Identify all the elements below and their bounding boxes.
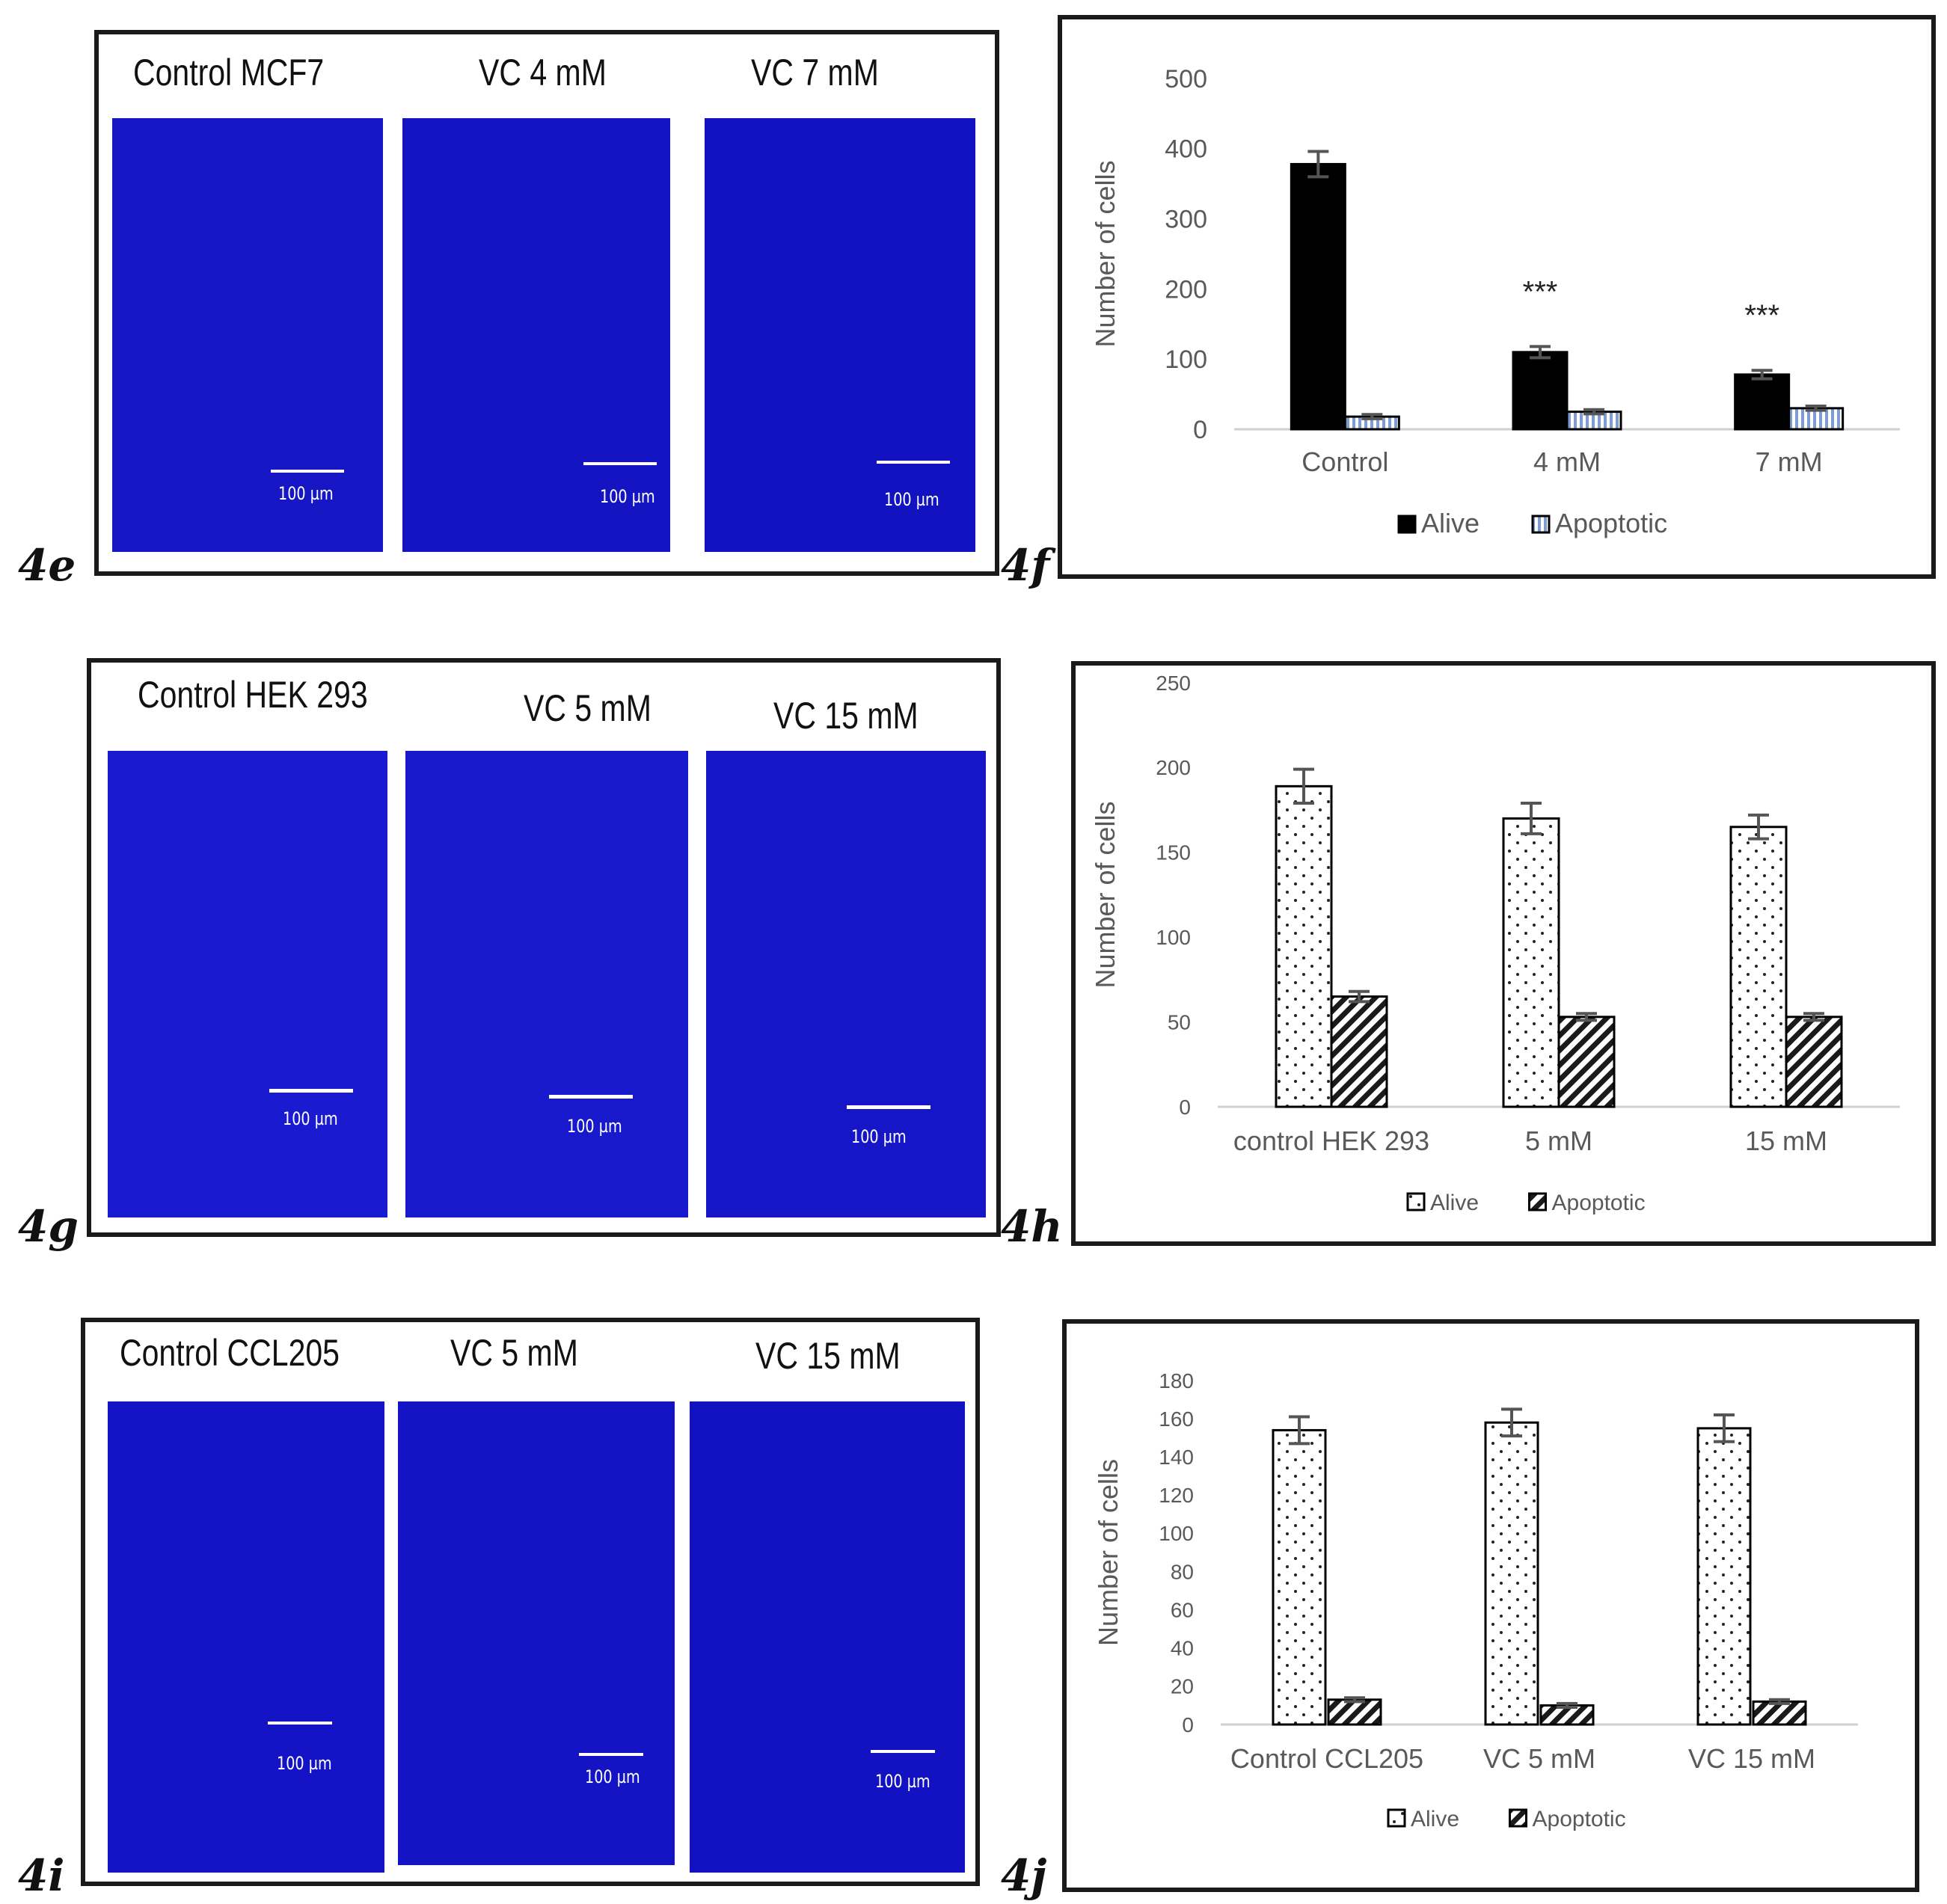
scale-bar bbox=[583, 462, 657, 465]
scale-bar bbox=[271, 470, 344, 473]
scale-bar bbox=[579, 1753, 643, 1756]
panel-label: 4i bbox=[18, 1850, 65, 1901]
micrograph-title: Control HEK 293 bbox=[138, 674, 368, 716]
scale-bar-label: 100 µm bbox=[567, 1116, 622, 1137]
micrograph-title: VC 15 mM bbox=[755, 1335, 901, 1377]
micrograph-panel-4i: Control CCL205 VC 5 mM VC 15 mM 100 µm 1… bbox=[81, 1318, 980, 1886]
micrograph-panel-4e: Control MCF7 VC 4 mM VC 7 mM 100 µm 100 … bbox=[94, 30, 999, 576]
scale-bar-label: 100 µm bbox=[875, 1771, 930, 1792]
scale-bar-label: 100 µm bbox=[278, 483, 334, 504]
micrograph-image bbox=[706, 751, 986, 1217]
scale-bar bbox=[877, 461, 950, 464]
panel-label: 4h bbox=[1001, 1201, 1063, 1252]
scale-bar bbox=[847, 1105, 930, 1109]
micrograph-image bbox=[112, 118, 383, 552]
scale-bar-label: 100 µm bbox=[283, 1108, 338, 1129]
scale-bar bbox=[269, 1089, 353, 1093]
panel-label: 4f bbox=[1001, 540, 1050, 591]
micrograph-image bbox=[405, 751, 688, 1217]
scale-bar bbox=[268, 1722, 332, 1725]
scale-bar bbox=[549, 1095, 633, 1099]
micrograph-title: Control MCF7 bbox=[133, 52, 325, 93]
micrograph-title: VC 15 mM bbox=[773, 695, 919, 737]
scale-bar-label: 100 µm bbox=[585, 1766, 640, 1787]
micrograph-image bbox=[705, 118, 975, 552]
scale-bar bbox=[871, 1750, 935, 1753]
micrograph-title: VC 5 mM bbox=[450, 1332, 578, 1374]
micrograph-title: Control CCL205 bbox=[120, 1332, 340, 1374]
scale-bar-label: 100 µm bbox=[277, 1753, 332, 1774]
scale-bar-label: 100 µm bbox=[884, 489, 939, 510]
micrograph-image bbox=[398, 1401, 675, 1865]
micrograph-image bbox=[402, 118, 670, 552]
micrograph-title: VC 7 mM bbox=[751, 52, 879, 93]
scale-bar-label: 100 µm bbox=[851, 1126, 907, 1147]
panel-label: 4e bbox=[18, 540, 76, 591]
micrograph-image bbox=[108, 1401, 384, 1873]
panel-label: 4j bbox=[1001, 1850, 1047, 1901]
micrograph-image bbox=[108, 751, 387, 1217]
chart-panel-4f bbox=[1058, 15, 1936, 579]
scale-bar-label: 100 µm bbox=[600, 486, 655, 507]
micrograph-panel-4g: Control HEK 293 VC 5 mM VC 15 mM 100 µm … bbox=[87, 658, 1001, 1237]
chart-panel-4j bbox=[1062, 1319, 1919, 1892]
panel-label: 4g bbox=[18, 1201, 79, 1252]
micrograph-title: VC 4 mM bbox=[479, 52, 607, 93]
micrograph-title: VC 5 mM bbox=[524, 687, 651, 729]
chart-panel-4h bbox=[1071, 661, 1936, 1246]
micrograph-image bbox=[690, 1401, 965, 1873]
